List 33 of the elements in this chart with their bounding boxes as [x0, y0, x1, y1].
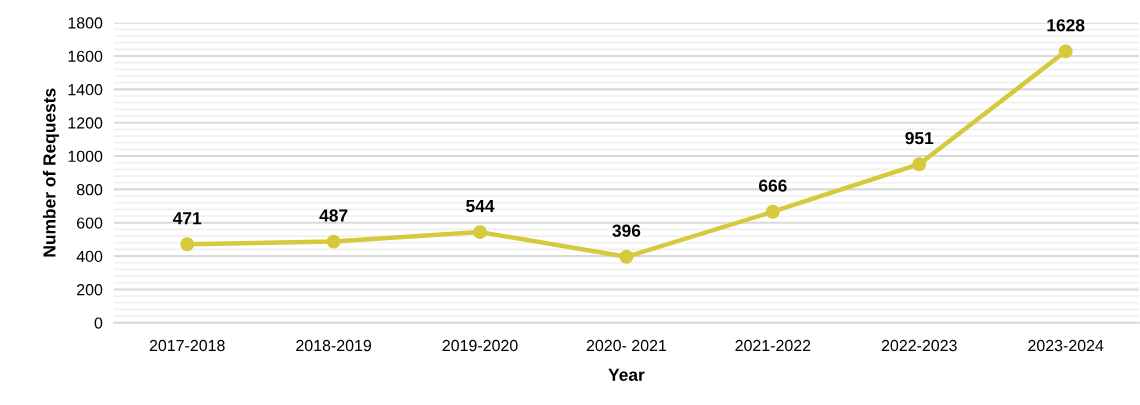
y-tick-label: 1000 [68, 150, 103, 162]
point [1058, 44, 1073, 59]
y-tick-label: 400 [76, 250, 103, 263]
data-label: 396 [612, 224, 641, 237]
x-tick-label: 2020- 2021 [586, 339, 667, 352]
x-tick-label: 2019-2020 [442, 339, 518, 352]
y-tick-label: 1200 [68, 117, 103, 129]
data-label: 1628 [1047, 19, 1085, 32]
point [473, 225, 487, 240]
y-tick-label: 0 [94, 317, 103, 329]
data-label: 951 [905, 132, 934, 145]
y-tick-label: 200 [77, 284, 103, 296]
y-tick-label: 800 [76, 184, 103, 196]
x-tick-label: 2023-2024 [1028, 339, 1104, 352]
data-label: 544 [466, 200, 495, 213]
point [619, 249, 634, 264]
data-label: 471 [172, 212, 202, 225]
x-tick-label: 2017-2018 [149, 339, 225, 352]
y-axis-title: Number of Requests [42, 88, 60, 257]
x-axis-title: Year [608, 368, 645, 381]
y-tick-label: 600 [77, 217, 103, 229]
y-tick-label: 1800 [68, 17, 103, 29]
point [326, 234, 341, 249]
point [765, 204, 780, 219]
data-label: 487 [319, 209, 348, 222]
data-label: 666 [758, 179, 787, 192]
y-tick-label: 1600 [68, 50, 103, 62]
y-tick-label: 1400 [68, 84, 103, 96]
x-tick-label: 2021-2022 [735, 339, 811, 352]
point [912, 157, 927, 172]
x-tick-label: 2018-2019 [296, 339, 372, 352]
point [180, 237, 195, 252]
x-tick-label: 2022-2023 [881, 339, 957, 352]
